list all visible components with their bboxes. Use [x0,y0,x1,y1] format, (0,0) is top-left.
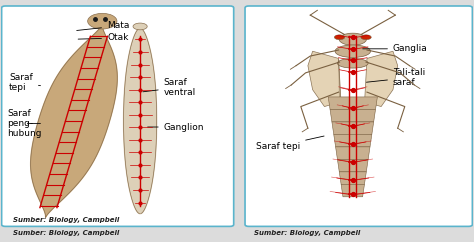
Text: Saraf tepi: Saraf tepi [256,136,324,151]
Text: Sumber: Biology, Campbell: Sumber: Biology, Campbell [12,230,119,236]
FancyBboxPatch shape [1,6,234,226]
Polygon shape [330,109,375,122]
Ellipse shape [334,35,345,40]
Text: Mata: Mata [77,22,129,30]
Polygon shape [308,51,341,106]
Text: Ganglion: Ganglion [147,122,204,131]
Text: Saraf
tepi: Saraf tepi [9,73,40,92]
Text: Otak: Otak [78,33,128,43]
Polygon shape [334,134,372,147]
Polygon shape [328,97,377,109]
Ellipse shape [361,35,371,40]
Polygon shape [337,159,368,172]
Text: Saraf
peng-
hubung: Saraf peng- hubung [7,108,42,138]
Polygon shape [339,172,366,184]
Polygon shape [365,51,398,106]
Text: Ganglia: Ganglia [363,44,428,53]
Ellipse shape [337,58,368,68]
Ellipse shape [133,23,147,30]
Ellipse shape [335,45,371,58]
Polygon shape [336,147,370,159]
Text: Sumber: Biology, Campbell: Sumber: Biology, Campbell [254,230,360,236]
Ellipse shape [88,13,117,29]
Polygon shape [332,122,374,134]
Text: Sumber: Biology, Campbell: Sumber: Biology, Campbell [12,217,119,223]
Text: Tali-tali
saraf: Tali-tali saraf [366,68,425,87]
Text: Saraf
ventral: Saraf ventral [143,78,196,97]
Ellipse shape [339,33,366,45]
FancyBboxPatch shape [245,6,473,226]
Polygon shape [341,184,365,197]
Polygon shape [124,28,157,214]
Polygon shape [31,25,117,217]
